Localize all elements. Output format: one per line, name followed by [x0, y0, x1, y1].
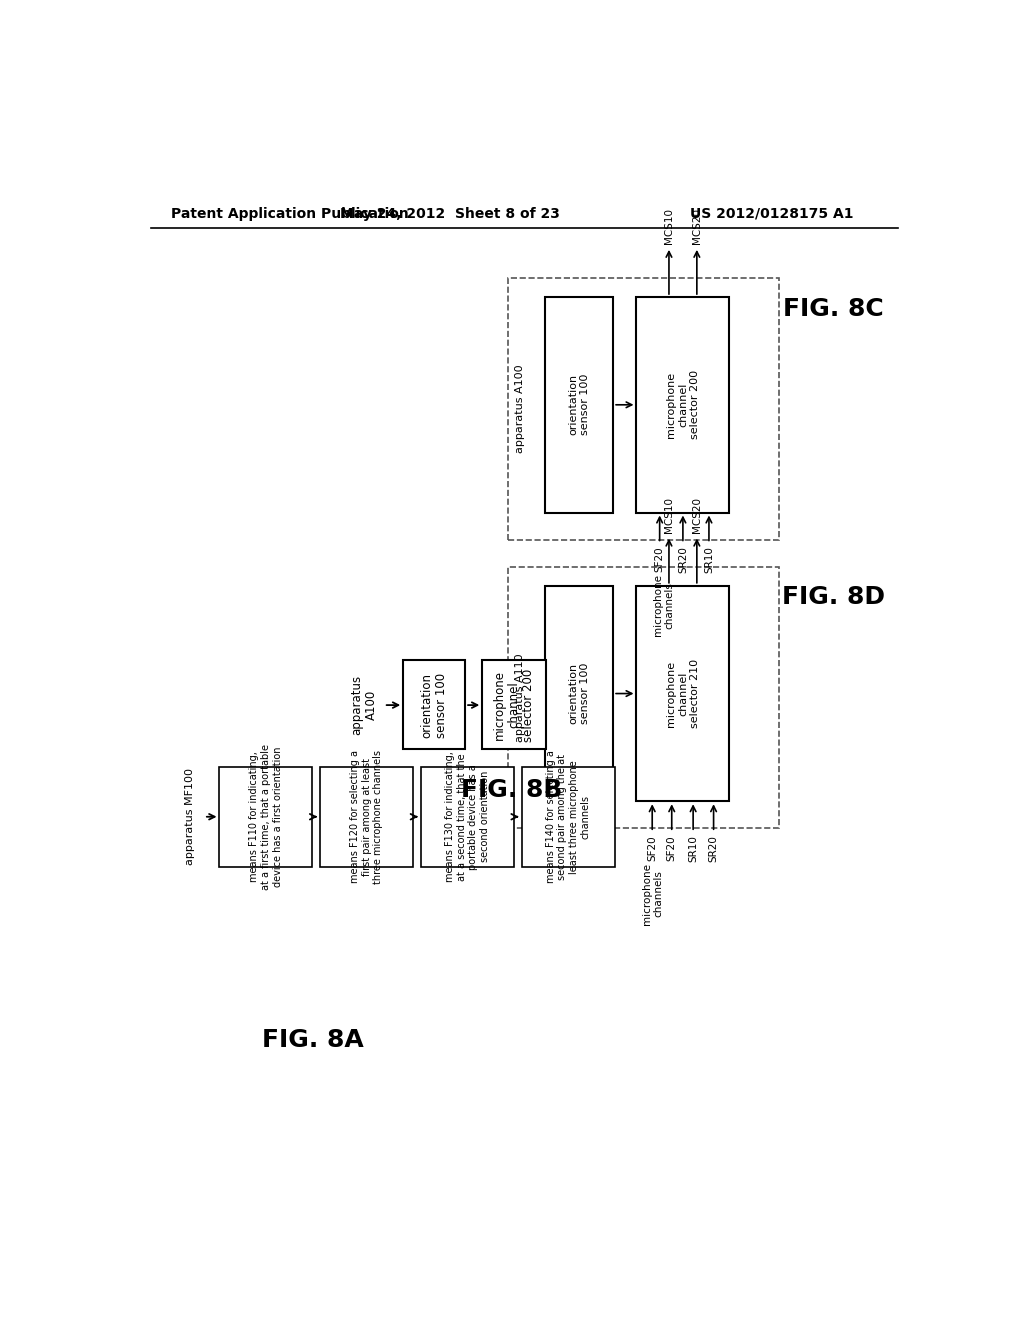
Bar: [636, 297, 729, 512]
Text: SF20: SF20: [654, 546, 665, 572]
Text: microphone
channel
selector 210: microphone channel selector 210: [667, 659, 699, 729]
Bar: [421, 767, 514, 867]
Text: orientation
sensor 100: orientation sensor 100: [568, 663, 590, 725]
Text: microphone
channel
selector 200: microphone channel selector 200: [667, 370, 699, 440]
Text: MCS10: MCS10: [664, 207, 674, 244]
Text: apparatus A100: apparatus A100: [515, 364, 525, 453]
Text: means F140 for selecting a
second pair among the at
least three microphone
chann: means F140 for selecting a second pair a…: [546, 750, 591, 883]
Text: MCS20: MCS20: [692, 496, 701, 533]
Bar: [482, 660, 546, 748]
Bar: [545, 297, 613, 512]
Text: FIG. 8C: FIG. 8C: [783, 297, 884, 321]
Text: FIG. 8B: FIG. 8B: [461, 777, 562, 801]
Text: orientation
sensor 100: orientation sensor 100: [568, 374, 590, 436]
Bar: [521, 767, 614, 867]
Text: SR10: SR10: [688, 836, 698, 862]
Text: apparatus MF100: apparatus MF100: [185, 768, 195, 865]
Text: FIG. 8A: FIG. 8A: [261, 1028, 364, 1052]
Bar: [508, 566, 779, 829]
Text: orientation
sensor 100: orientation sensor 100: [420, 672, 449, 738]
Text: microphone
channels: microphone channels: [652, 574, 675, 636]
Text: microphone
channel
selector 200: microphone channel selector 200: [493, 668, 536, 742]
Text: apparatus
A100: apparatus A100: [350, 675, 379, 735]
Bar: [321, 767, 414, 867]
Text: means F130 for indicating,
at a second time, that the
portable device has a
seco: means F130 for indicating, at a second t…: [445, 751, 489, 882]
Text: US 2012/0128175 A1: US 2012/0128175 A1: [689, 207, 853, 220]
Bar: [403, 660, 465, 748]
Text: FIG. 8D: FIG. 8D: [781, 585, 885, 610]
Text: SR20: SR20: [709, 836, 719, 862]
Text: apparatus A110: apparatus A110: [515, 653, 525, 742]
Bar: [219, 767, 312, 867]
Text: microphone
channels: microphone channels: [642, 863, 664, 925]
Text: Patent Application Publication: Patent Application Publication: [171, 207, 409, 220]
Text: MCS10: MCS10: [664, 496, 674, 533]
Text: SR20: SR20: [678, 546, 688, 573]
Text: SF20: SF20: [667, 836, 677, 861]
Text: SR10: SR10: [703, 546, 714, 573]
Text: means F110 for indicating,
at a first time, that a portable
device has a first o: means F110 for indicating, at a first ti…: [250, 743, 283, 890]
Bar: [545, 586, 613, 801]
Text: May 24, 2012  Sheet 8 of 23: May 24, 2012 Sheet 8 of 23: [340, 207, 559, 220]
Bar: [508, 277, 779, 540]
Bar: [636, 586, 729, 801]
Text: MCS20: MCS20: [692, 207, 701, 244]
Text: means F120 for selecting a
first pair among at least
three microphone channels: means F120 for selecting a first pair am…: [350, 750, 383, 884]
Text: SF20: SF20: [647, 836, 657, 861]
